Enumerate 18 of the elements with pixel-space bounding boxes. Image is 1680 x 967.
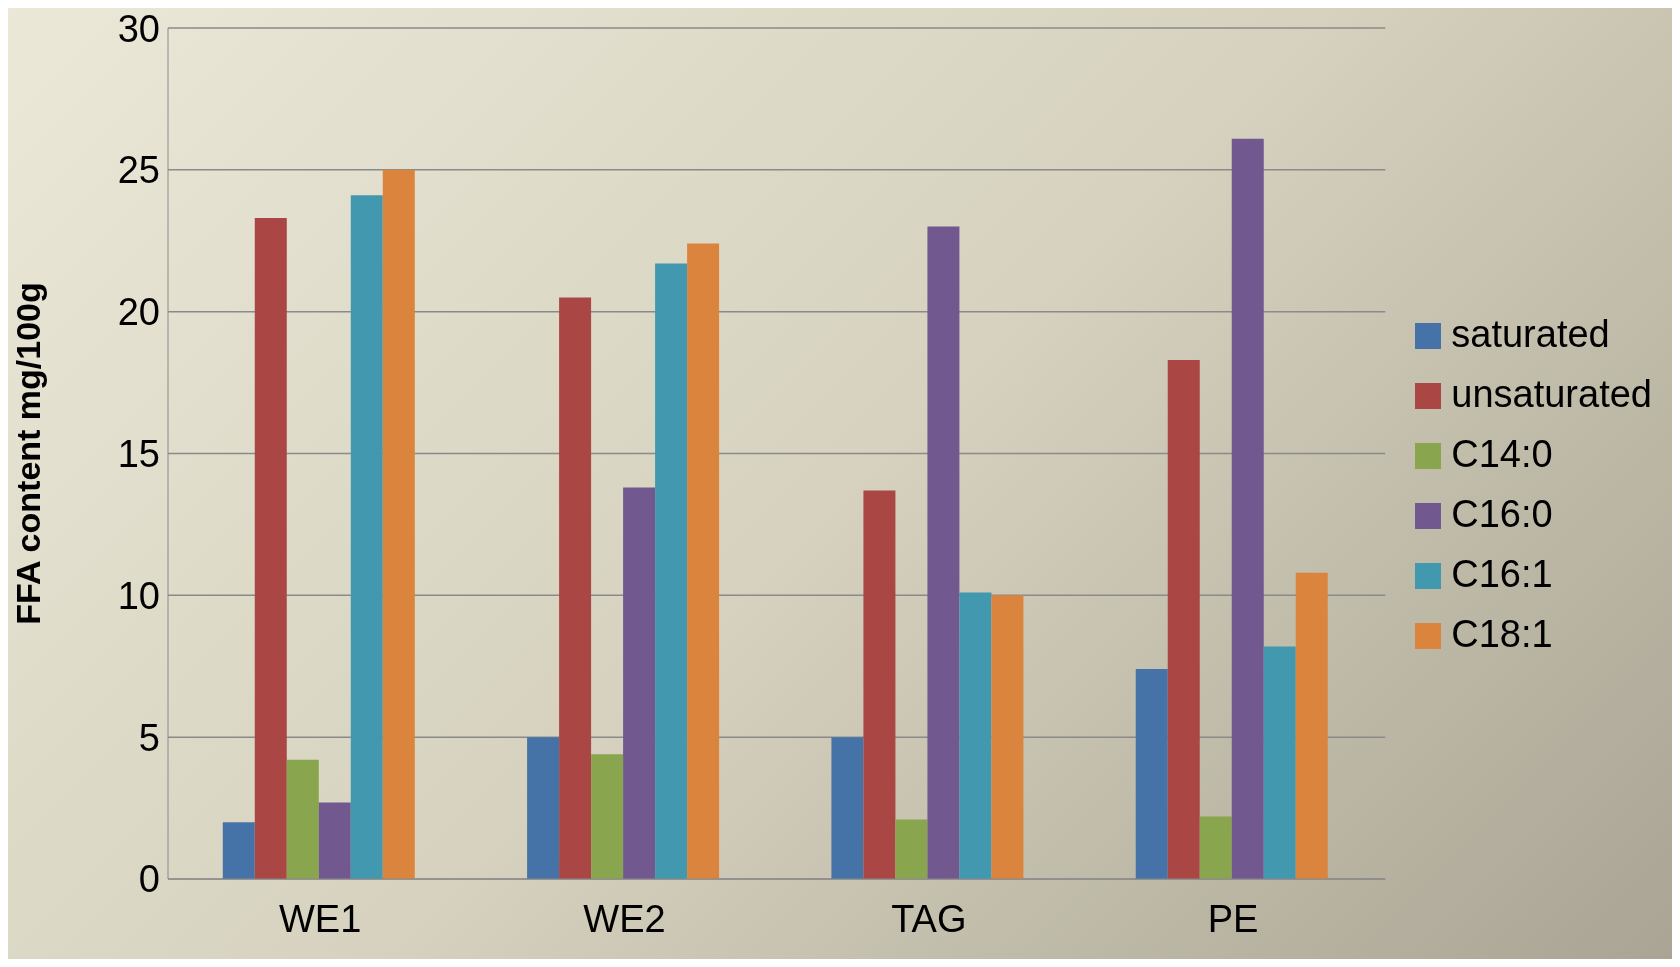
y-axis-title: FFA content mg/100g: [9, 282, 48, 625]
legend-label: unsaturated: [1451, 372, 1652, 415]
y-tick-label: 20: [117, 291, 160, 334]
x-tick-label: WE1: [278, 897, 362, 940]
legend-label: C18:1: [1451, 612, 1553, 655]
x-tick-label: WE2: [583, 897, 666, 940]
legend-label: C16:0: [1451, 492, 1553, 535]
y-tick-label: 30: [117, 7, 160, 50]
y-tick-label: 15: [117, 432, 160, 475]
y-tick-label: 10: [117, 574, 160, 617]
y-tick-label: 0: [138, 858, 160, 901]
legend-label: C16:1: [1451, 552, 1553, 595]
y-tick-label: 25: [117, 149, 160, 192]
legend-label: saturated: [1451, 312, 1610, 355]
x-tick-label: TAG: [891, 897, 967, 940]
x-tick-label: PE: [1207, 897, 1259, 940]
legend-label: C14:0: [1451, 432, 1553, 475]
y-tick-label: 5: [138, 716, 160, 759]
